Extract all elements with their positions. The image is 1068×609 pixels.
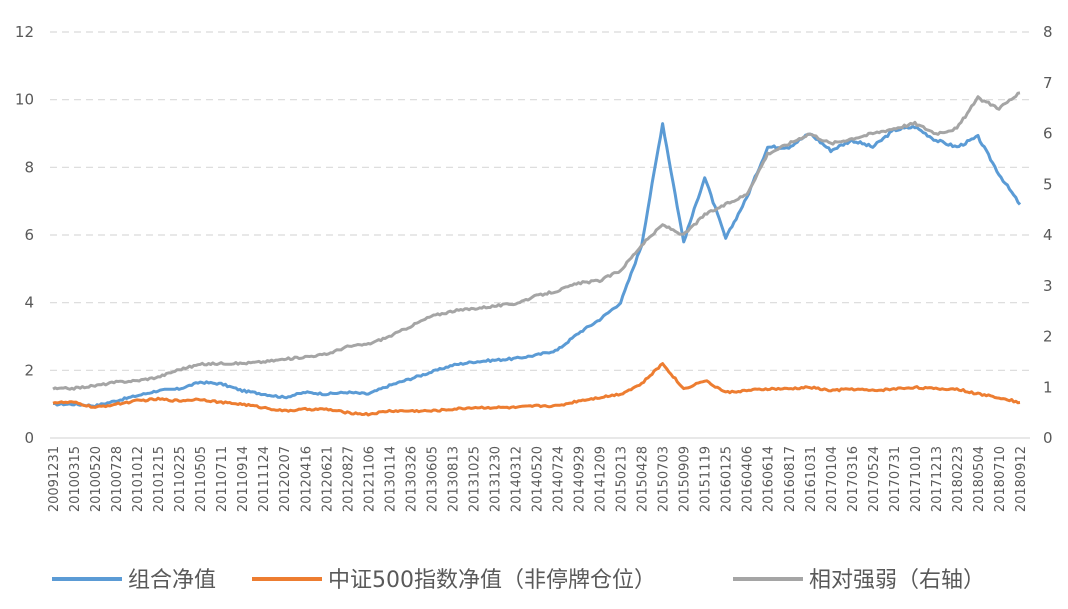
series-line	[52, 362, 1021, 417]
y2-tick-label: 1	[1043, 378, 1053, 396]
x-tick-label: 20130813	[446, 446, 461, 512]
x-tick-label: 20180223	[951, 446, 966, 512]
y-tick-label: 4	[24, 294, 34, 312]
series-line	[52, 91, 1021, 391]
legend-label: 组合净值	[128, 568, 216, 593]
y2-tick-label: 7	[1043, 74, 1053, 92]
y-axis-right: 0 1 2 3 4 5 6 7 8	[1043, 23, 1053, 447]
x-tick-label: 20121106	[362, 446, 377, 512]
x-tick-label: 20120827	[341, 446, 356, 512]
y2-tick-label: 6	[1043, 125, 1053, 143]
y2-tick-label: 4	[1043, 226, 1053, 244]
x-tick-label: 20150213	[615, 446, 630, 512]
x-tick-label: 20120207	[278, 446, 293, 512]
x-tick-label: 20150428	[636, 446, 651, 512]
y-tick-label: 10	[15, 91, 34, 109]
x-tick-label: 20110914	[236, 446, 251, 512]
x-tick-label: 20161031	[804, 446, 819, 512]
x-tick-label: 20180912	[1014, 446, 1029, 512]
x-tick-label: 20140929	[573, 446, 588, 512]
y2-tick-label: 2	[1043, 328, 1053, 346]
y2-tick-label: 8	[1043, 23, 1053, 41]
x-tick-label: 20130605	[425, 446, 440, 512]
y2-tick-label: 5	[1043, 175, 1053, 193]
x-tick-label: 20140520	[531, 446, 546, 512]
x-tick-label: 20150909	[678, 446, 693, 512]
x-tick-label: 20120416	[299, 446, 314, 512]
legend: 组合净值 中证500指数净值（非停牌仓位） 相对强弱（右轴）	[52, 568, 985, 593]
legend-label: 中证500指数净值（非停牌仓位）	[328, 568, 656, 593]
x-tick-label: 20110711	[215, 446, 230, 512]
y-tick-label: 2	[24, 361, 34, 379]
x-tick-label: 20170731	[888, 446, 903, 512]
y-tick-label: 8	[24, 158, 34, 176]
x-tick-label: 20101215	[152, 446, 167, 512]
x-tick-label: 20150703	[657, 446, 672, 512]
x-tick-label: 20130114	[383, 446, 398, 512]
x-tick-label: 20160614	[762, 446, 777, 512]
x-tick-label: 20151119	[699, 446, 714, 512]
y-tick-label: 6	[24, 226, 34, 244]
x-tick-label: 20170104	[825, 446, 840, 512]
x-tick-label: 20100728	[110, 446, 125, 512]
x-tick-label: 20160817	[783, 446, 798, 512]
x-tick-label: 20160406	[741, 446, 756, 512]
x-tick-label: 20111124	[257, 446, 272, 512]
x-tick-label: 20180504	[972, 446, 987, 512]
y-tick-label: 12	[15, 23, 34, 41]
x-axis: 20091231 20100315 20100520 20100728 20101012…	[47, 446, 1029, 512]
x-tick-label: 20131025	[467, 446, 482, 512]
x-tick-label: 20091231	[47, 446, 62, 512]
x-tick-label: 20140312	[509, 446, 524, 512]
y-tick-label: 0	[24, 429, 34, 447]
x-tick-label: 20100315	[68, 446, 83, 512]
y2-tick-label: 0	[1043, 429, 1053, 447]
x-tick-label: 20100520	[89, 446, 104, 512]
x-tick-label: 20171010	[909, 446, 924, 512]
x-tick-label: 20160125	[720, 446, 735, 512]
x-tick-label: 20101012	[131, 446, 146, 512]
x-tick-label: 20171213	[930, 446, 945, 512]
x-tick-label: 20131230	[488, 446, 503, 512]
x-tick-label: 20110225	[173, 446, 188, 512]
legend-label: 相对强弱（右轴）	[809, 568, 985, 593]
x-tick-label: 20130326	[404, 446, 419, 512]
series-lines	[52, 91, 1022, 417]
x-tick-label: 20170316	[846, 446, 861, 512]
x-tick-label: 20110505	[194, 446, 209, 512]
x-tick-label: 20170524	[867, 446, 882, 512]
x-tick-label: 20180710	[993, 446, 1008, 512]
y-axis-left: 0 2 4 6 8 10 12	[15, 23, 34, 447]
x-tick-label: 20140724	[552, 446, 567, 512]
series-line	[52, 122, 1022, 409]
x-tick-label: 20141209	[594, 446, 609, 512]
y2-tick-label: 3	[1043, 277, 1053, 295]
grid-lines	[50, 31, 1030, 439]
x-tick-label: 20120621	[320, 446, 335, 512]
